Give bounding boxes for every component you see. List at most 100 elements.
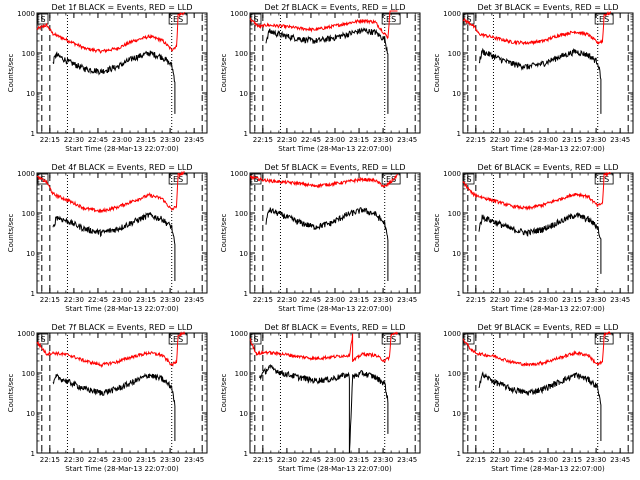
- x-axis-label: Start Time (28-Mar-13 22:07:00): [491, 465, 605, 473]
- x-tick-label: 23:30: [373, 296, 393, 304]
- x-tick-label: 23:15: [562, 136, 582, 144]
- x-tick-label: 22:30: [277, 136, 297, 144]
- y-axis-label: Counts/sec: [220, 214, 228, 253]
- y-tick-label: 1: [244, 450, 248, 458]
- x-tick-label: 22:15: [40, 456, 60, 464]
- x-tick-label: 23:15: [562, 296, 582, 304]
- x-axis-label: Start Time (28-Mar-13 22:07:00): [278, 305, 392, 313]
- x-tick-label: 23:00: [325, 296, 345, 304]
- x-tick-label: 23:00: [325, 136, 345, 144]
- panel-3: Det 3f BLACK = Events, RED = LLD Counts/s…: [433, 3, 634, 153]
- x-tick-label: 22:15: [253, 456, 273, 464]
- start-marker-box: [463, 173, 475, 185]
- x-tick-label: 22:15: [40, 136, 60, 144]
- x-tick-label: 23:45: [397, 296, 417, 304]
- events-series-line: [52, 212, 176, 281]
- events-series-line: [52, 50, 176, 114]
- events-series-line: [478, 47, 602, 114]
- panel-title: Det 2f BLACK = Events, RED = LLD: [264, 3, 405, 12]
- end-marker-box: [381, 173, 401, 185]
- y-tick-label: 1: [457, 130, 461, 138]
- end-marker-box: [381, 333, 401, 345]
- y-tick-label: 100: [22, 370, 35, 378]
- x-tick-label: 23:30: [586, 296, 606, 304]
- y-tick-label: 1000: [230, 170, 248, 178]
- y-axis-label: Counts/sec: [220, 374, 228, 413]
- start-marker-box: [463, 333, 475, 345]
- lld-series-line: [462, 331, 611, 367]
- x-tick-label: 23:45: [184, 456, 204, 464]
- x-tick-label: 23:30: [586, 136, 606, 144]
- y-axis-label: Counts/sec: [433, 374, 441, 413]
- x-axis-label: Start Time (28-Mar-13 22:07:00): [491, 305, 605, 313]
- y-tick-label: 1000: [17, 10, 35, 18]
- x-tick-label: 22:15: [466, 456, 486, 464]
- y-tick-label: 1000: [230, 330, 248, 338]
- start-marker: S: [466, 335, 471, 344]
- x-tick-label: 23:30: [160, 456, 180, 464]
- start-marker-box: [37, 333, 49, 345]
- lld-series-line: [36, 331, 185, 369]
- x-axis-label: Start Time (28-Mar-13 22:07:00): [278, 145, 392, 153]
- y-tick-label: 1000: [443, 10, 461, 18]
- y-tick-label: 100: [448, 50, 461, 58]
- panel-title: Det 3f BLACK = Events, RED = LLD: [477, 3, 618, 12]
- x-tick-label: 22:30: [490, 296, 510, 304]
- plot-frame: [462, 332, 634, 454]
- x-tick-label: 23:15: [349, 136, 369, 144]
- end-marker-box: [168, 333, 188, 345]
- x-tick-label: 22:45: [514, 296, 534, 304]
- y-tick-label: 1000: [230, 10, 248, 18]
- x-axis-label: Start Time (28-Mar-13 22:07:00): [491, 145, 605, 153]
- x-tick-label: 22:45: [88, 456, 108, 464]
- y-tick-label: 1000: [443, 330, 461, 338]
- start-marker: S: [466, 175, 471, 184]
- start-marker: S: [253, 15, 258, 24]
- panel-8: Det 8f BLACK = Events, RED = LLD Counts/s…: [220, 323, 421, 473]
- plot-frame: [462, 172, 634, 294]
- x-tick-label: 22:45: [301, 296, 321, 304]
- y-tick-label: 10: [26, 410, 35, 418]
- lld-series-line: [462, 10, 611, 46]
- plot-frame: [249, 172, 421, 294]
- x-tick-label: 23:15: [136, 456, 156, 464]
- y-tick-label: 10: [452, 410, 461, 418]
- x-tick-label: 22:30: [64, 136, 84, 144]
- plot-frame: [249, 332, 421, 454]
- start-marker: S: [253, 335, 258, 344]
- x-tick-label: 23:15: [562, 456, 582, 464]
- x-tick-label: 22:15: [253, 136, 273, 144]
- x-tick-label: 23:00: [538, 136, 558, 144]
- y-axis-label: Counts/sec: [433, 214, 441, 253]
- x-tick-label: 22:45: [514, 456, 534, 464]
- x-tick-label: 23:15: [136, 136, 156, 144]
- events-series-line: [478, 212, 602, 274]
- start-marker: S: [466, 15, 471, 24]
- y-axis-label: Counts/sec: [433, 54, 441, 93]
- lld-series-line: [249, 10, 398, 40]
- x-tick-label: 22:45: [514, 136, 534, 144]
- panel-6: Det 6f BLACK = Events, RED = LLD Counts/s…: [433, 163, 634, 313]
- x-tick-label: 23:45: [610, 296, 630, 304]
- y-tick-label: 10: [239, 250, 248, 258]
- panel-1: Det 1f BLACK = Events, RED = LLD Counts/s…: [7, 3, 208, 153]
- events-series-line: [478, 371, 602, 441]
- lld-series-line: [36, 170, 185, 214]
- x-axis-label: Start Time (28-Mar-13 22:07:00): [65, 465, 179, 473]
- y-tick-label: 100: [235, 50, 248, 58]
- x-axis-label: Start Time (28-Mar-13 22:07:00): [65, 305, 179, 313]
- x-axis-label: Start Time (28-Mar-13 22:07:00): [65, 145, 179, 153]
- y-tick-label: 1: [457, 290, 461, 298]
- panel-title: Det 1f BLACK = Events, RED = LLD: [51, 3, 192, 12]
- end-marker: ES: [386, 15, 396, 24]
- x-tick-label: 23:00: [538, 456, 558, 464]
- y-tick-label: 10: [239, 90, 248, 98]
- x-tick-label: 23:00: [538, 296, 558, 304]
- x-tick-label: 22:15: [40, 296, 60, 304]
- start-marker: S: [40, 15, 45, 24]
- panel-9: Det 9f BLACK = Events, RED = LLD Counts/s…: [433, 323, 634, 473]
- x-tick-label: 22:30: [64, 296, 84, 304]
- y-tick-label: 100: [235, 370, 248, 378]
- panel-title: Det 4f BLACK = Events, RED = LLD: [51, 163, 192, 172]
- x-tick-label: 23:30: [373, 136, 393, 144]
